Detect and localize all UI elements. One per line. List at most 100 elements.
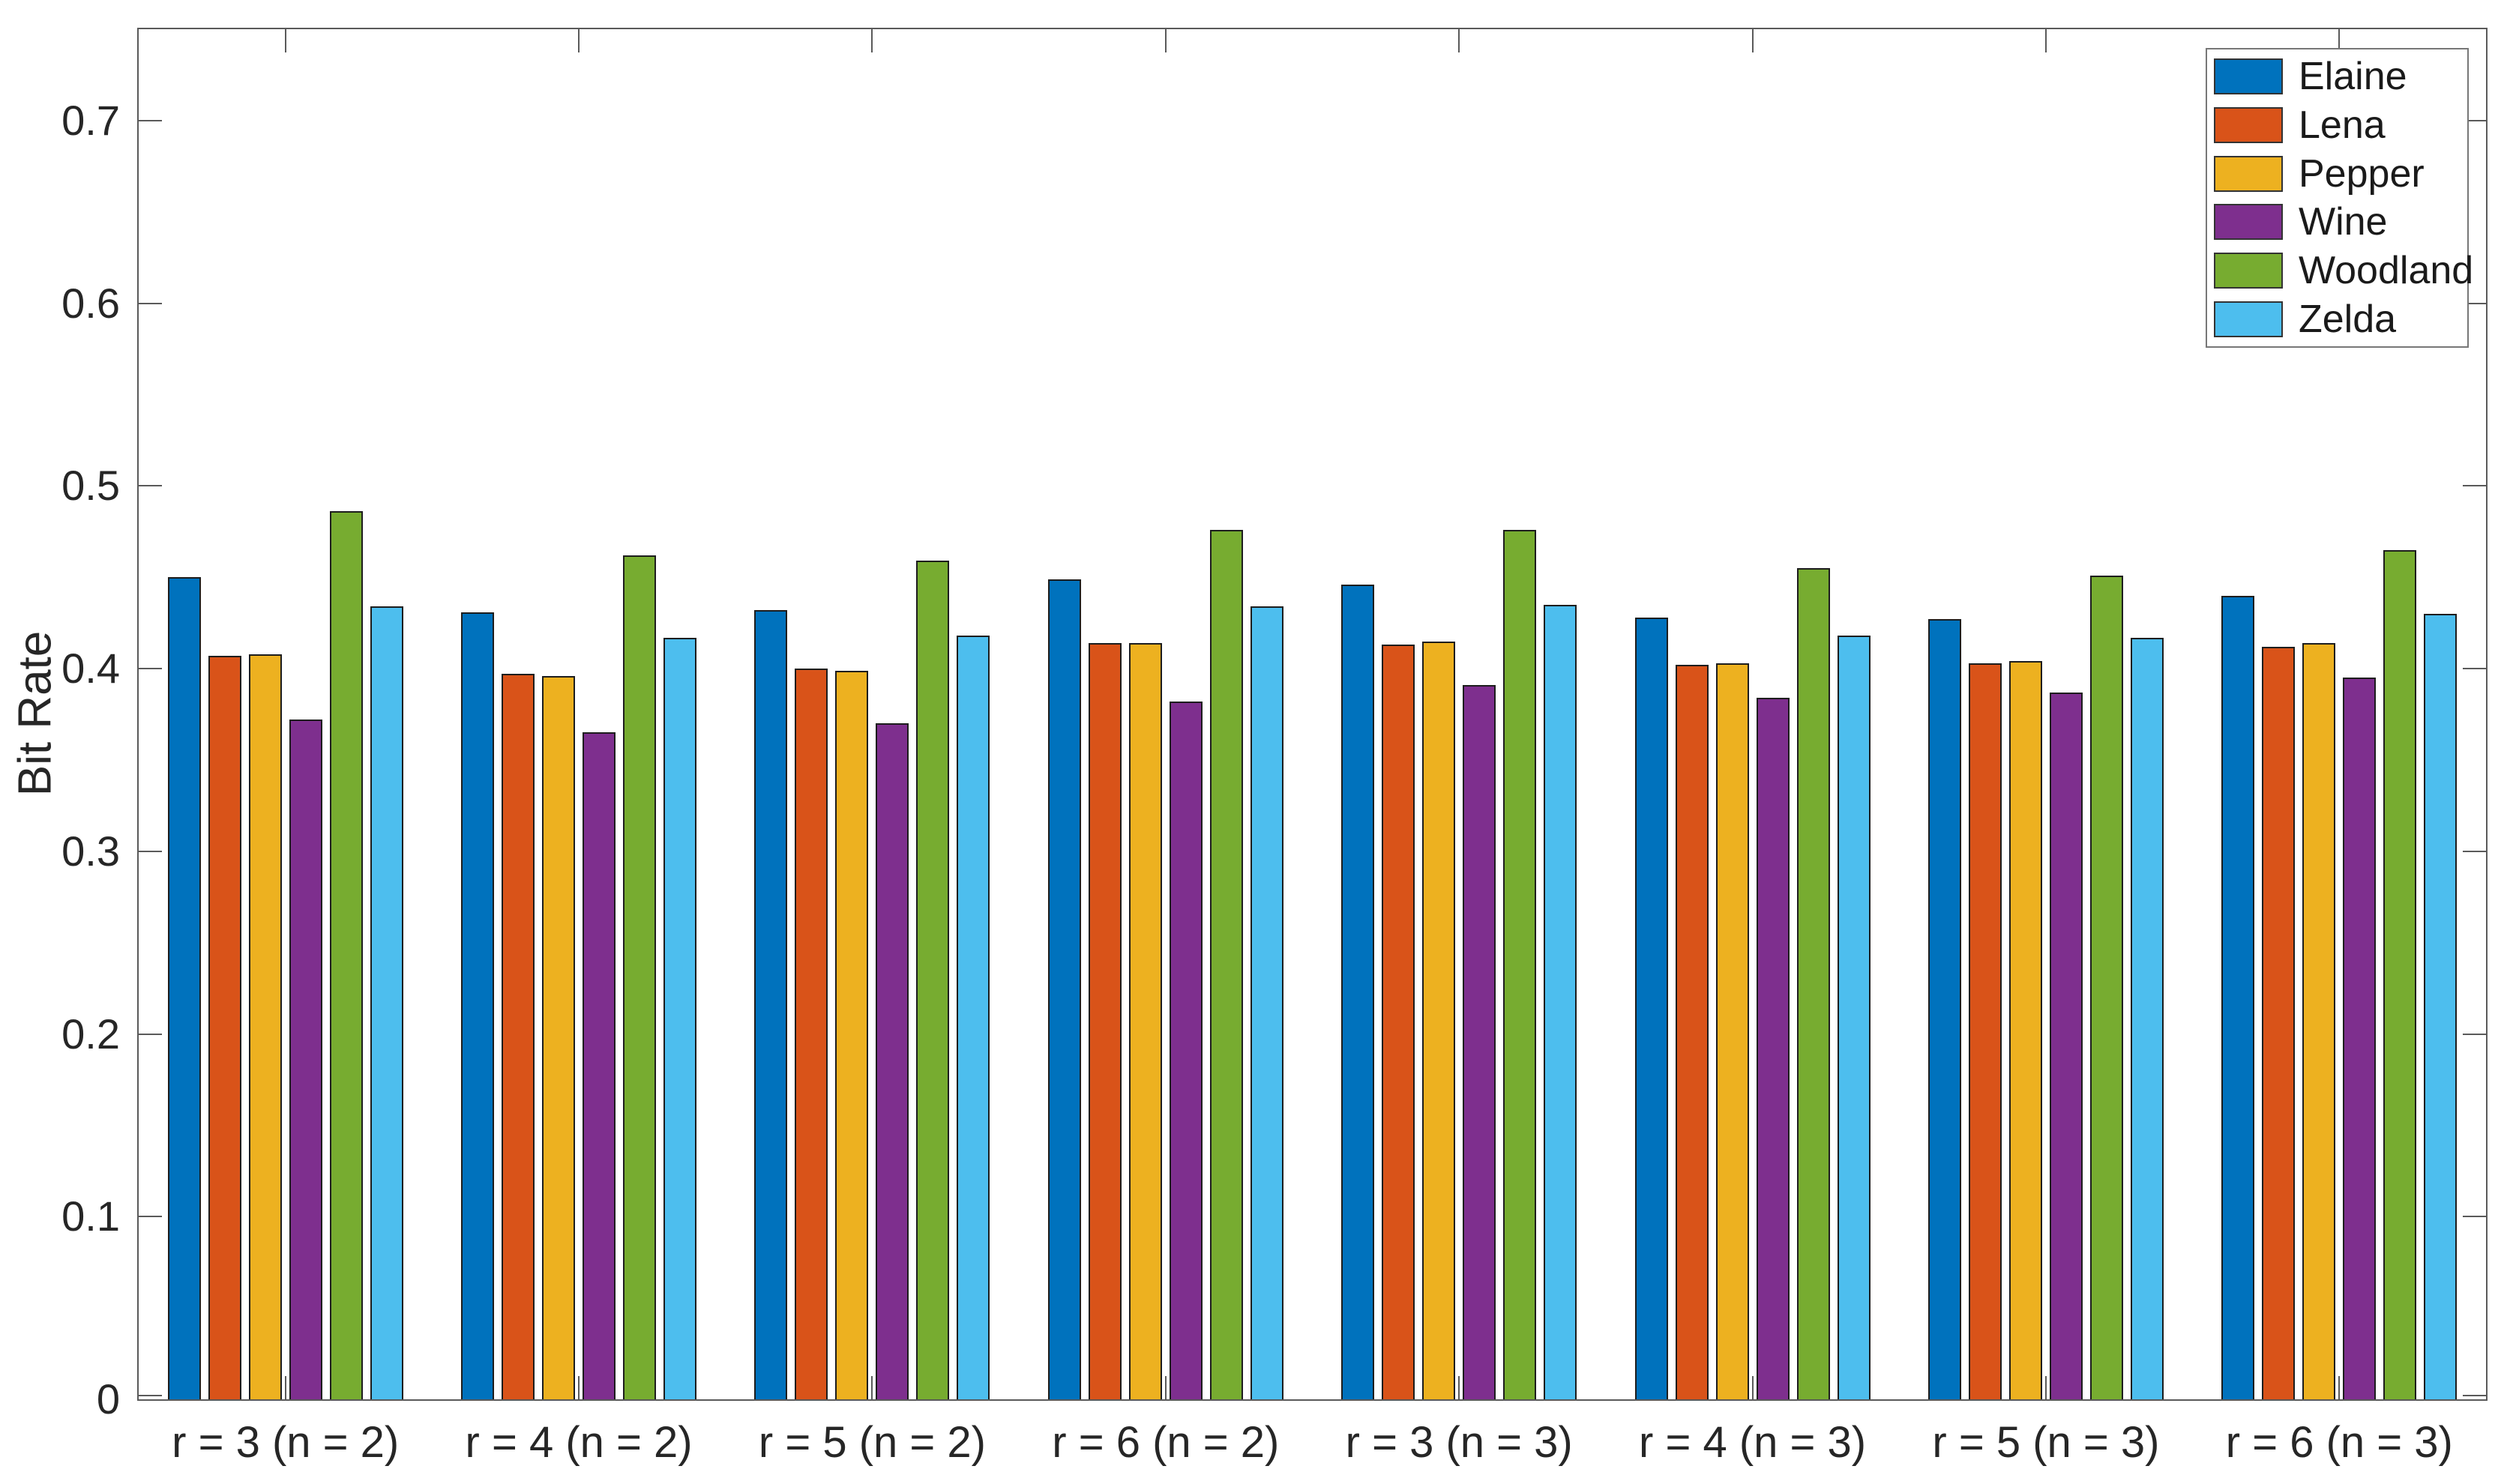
bar-zelda-r-6-n-3 xyxy=(2424,614,2458,1399)
bar-woodland-r-5-n-2 xyxy=(916,561,950,1399)
legend-label-pepper: Pepper xyxy=(2299,151,2425,196)
bar-elaine-r-4-n-3 xyxy=(1634,618,1668,1399)
ticks-layer xyxy=(139,29,2486,1399)
legend-swatch-pepper xyxy=(2214,155,2283,192)
x-tick-bottom xyxy=(578,1376,580,1399)
bar-wine-r-3-n-3 xyxy=(1463,685,1496,1399)
bar-elaine-r-3-n-3 xyxy=(1341,585,1375,1399)
x-tick-bottom xyxy=(2044,1376,2047,1399)
x-tick-top xyxy=(1458,29,1460,52)
y-tick-left xyxy=(139,119,162,121)
y-tick-label-0.2: 0.2 xyxy=(61,1010,120,1058)
y-tick-label-0: 0 xyxy=(96,1375,120,1423)
y-tick-right xyxy=(2463,1033,2486,1035)
bar-lena-r-3-n-2 xyxy=(208,656,241,1399)
bar-elaine-r-4-n-2 xyxy=(461,612,495,1399)
bar-woodland-r-5-n-3 xyxy=(2089,576,2123,1399)
bar-pepper-r-6-n-3 xyxy=(2302,643,2336,1399)
x-tick-bottom xyxy=(871,1376,873,1399)
legend-entry-woodland: Woodland xyxy=(2214,247,2473,294)
y-tick-right xyxy=(2463,1395,2486,1396)
bar-wine-r-6-n-3 xyxy=(2343,678,2377,1399)
bar-zelda-r-4-n-3 xyxy=(1837,636,1871,1399)
y-tick-right xyxy=(2463,302,2486,304)
legend-label-lena: Lena xyxy=(2299,103,2386,147)
legend-entry-pepper: Pepper xyxy=(2214,151,2467,197)
legend-swatch-wine xyxy=(2214,204,2283,241)
bar-lena-r-5-n-2 xyxy=(795,669,828,1399)
legend-swatch-elaine xyxy=(2214,58,2283,95)
plot-area: Elaine Lena Pepper Wine Woodland Zelda xyxy=(137,28,2488,1401)
bar-lena-r-5-n-3 xyxy=(1968,663,2002,1399)
bar-wine-r-6-n-2 xyxy=(1169,702,1203,1399)
bar-pepper-r-3-n-3 xyxy=(1422,642,1456,1399)
bar-wine-r-4-n-2 xyxy=(583,732,616,1399)
legend-swatch-woodland xyxy=(2214,252,2283,289)
bar-lena-r-4-n-3 xyxy=(1675,665,1709,1399)
legend-label-zelda: Zelda xyxy=(2299,297,2397,341)
bar-pepper-r-5-n-3 xyxy=(2008,661,2042,1399)
y-tick-label-0.5: 0.5 xyxy=(61,462,120,510)
x-tick-top xyxy=(578,29,580,52)
x-category-label-2: r = 4 (n = 2) xyxy=(465,1418,693,1467)
bar-wine-r-5-n-3 xyxy=(2049,693,2083,1399)
legend-swatch-zelda xyxy=(2214,301,2283,337)
y-tick-label-0.4: 0.4 xyxy=(61,645,120,693)
y-tick-left xyxy=(139,1033,162,1035)
x-category-label-7: r = 5 (n = 3) xyxy=(1932,1418,2160,1467)
legend-entry-elaine: Elaine xyxy=(2214,53,2467,100)
bar-elaine-r-6-n-2 xyxy=(1047,579,1081,1399)
bar-pepper-r-6-n-2 xyxy=(1128,643,1162,1399)
legend-entry-zelda: Zelda xyxy=(2214,296,2467,343)
legend-entry-lena: Lena xyxy=(2214,102,2467,148)
legend: Elaine Lena Pepper Wine Woodland Zelda xyxy=(2206,48,2473,348)
bar-zelda-r-4-n-2 xyxy=(663,638,697,1399)
x-category-label-6: r = 4 (n = 3) xyxy=(1639,1418,1867,1467)
y-tick-left xyxy=(139,668,162,670)
bar-elaine-r-6-n-3 xyxy=(2221,596,2255,1399)
bar-woodland-r-3-n-3 xyxy=(1503,530,1537,1399)
bar-zelda-r-5-n-3 xyxy=(2130,638,2164,1399)
x-category-label-8: r = 6 (n = 3) xyxy=(2225,1418,2453,1467)
x-tick-top xyxy=(871,29,873,52)
x-category-label-4: r = 6 (n = 2) xyxy=(1052,1418,1280,1467)
bar-elaine-r-5-n-3 xyxy=(1927,619,1961,1399)
x-tick-top xyxy=(284,29,286,52)
bar-woodland-r-3-n-2 xyxy=(329,511,363,1399)
y-tick-left xyxy=(139,302,162,304)
x-tick-bottom xyxy=(2338,1376,2341,1399)
bar-lena-r-6-n-3 xyxy=(2262,647,2296,1399)
legend-swatch-lena xyxy=(2214,106,2283,143)
bar-elaine-r-5-n-2 xyxy=(754,610,788,1399)
x-tick-top xyxy=(1751,29,1754,52)
bar-woodland-r-6-n-3 xyxy=(2383,550,2417,1399)
legend-label-elaine: Elaine xyxy=(2299,55,2407,99)
y-tick-label-0.1: 0.1 xyxy=(61,1192,120,1240)
bar-elaine-r-3-n-2 xyxy=(167,577,201,1399)
bar-wine-r-5-n-2 xyxy=(876,723,909,1399)
x-tick-top xyxy=(2338,29,2341,52)
y-tick-left xyxy=(139,1216,162,1218)
bar-woodland-r-4-n-2 xyxy=(623,555,657,1399)
y-tick-label-0.7: 0.7 xyxy=(61,96,120,144)
bar-zelda-r-6-n-2 xyxy=(1250,606,1283,1399)
bar-woodland-r-6-n-2 xyxy=(1209,530,1243,1399)
bar-lena-r-3-n-3 xyxy=(1382,645,1415,1399)
x-tick-bottom xyxy=(1458,1376,1460,1399)
bar-zelda-r-3-n-3 xyxy=(1544,605,1577,1399)
x-tick-top xyxy=(2044,29,2047,52)
y-tick-label-0.3: 0.3 xyxy=(61,827,120,875)
y-tick-right xyxy=(2463,119,2486,121)
legend-entry-wine: Wine xyxy=(2214,199,2467,245)
x-tick-bottom xyxy=(284,1376,286,1399)
bar-lena-r-6-n-2 xyxy=(1088,643,1122,1399)
y-tick-right xyxy=(2463,850,2486,852)
bar-pepper-r-4-n-2 xyxy=(542,676,576,1399)
x-category-label-3: r = 5 (n = 2) xyxy=(758,1418,986,1467)
legend-label-wine: Wine xyxy=(2299,200,2388,244)
bar-lena-r-4-n-2 xyxy=(502,674,535,1399)
x-category-label-1: r = 3 (n = 2) xyxy=(172,1418,400,1467)
bar-wine-r-4-n-3 xyxy=(1756,698,1790,1399)
bar-zelda-r-5-n-2 xyxy=(957,636,990,1399)
